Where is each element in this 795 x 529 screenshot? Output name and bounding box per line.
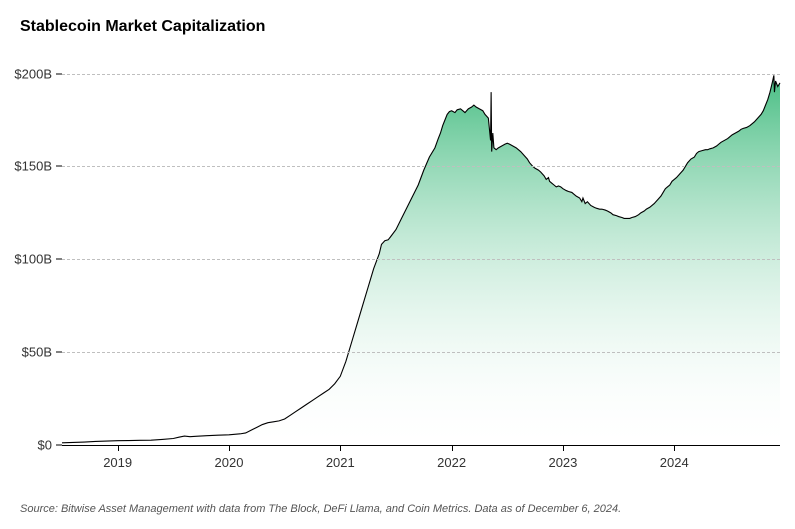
y-axis-label: $200B bbox=[14, 66, 52, 81]
x-tick bbox=[118, 445, 119, 451]
x-tick bbox=[674, 445, 675, 451]
y-tick bbox=[56, 352, 62, 353]
y-axis-label: $150B bbox=[14, 159, 52, 174]
y-gridline bbox=[62, 166, 780, 167]
x-axis-label: 2019 bbox=[103, 455, 132, 470]
y-gridline bbox=[62, 259, 780, 260]
plot-area: $0$50B$100B$150B$200B2019202020212022202… bbox=[62, 55, 780, 445]
y-gridline bbox=[62, 352, 780, 353]
y-tick bbox=[56, 445, 62, 446]
x-axis-label: 2024 bbox=[660, 455, 689, 470]
y-gridline bbox=[62, 74, 780, 75]
area-plot-svg bbox=[62, 55, 780, 445]
y-tick bbox=[56, 73, 62, 74]
x-tick bbox=[229, 445, 230, 451]
x-tick bbox=[452, 445, 453, 451]
x-tick bbox=[563, 445, 564, 451]
source-caption: Source: Bitwise Asset Management with da… bbox=[20, 503, 621, 515]
x-axis-baseline bbox=[62, 445, 780, 446]
y-tick bbox=[56, 259, 62, 260]
y-axis-label: $50B bbox=[22, 345, 52, 360]
x-tick bbox=[340, 445, 341, 451]
x-axis-label: 2021 bbox=[326, 455, 355, 470]
chart-title: Stablecoin Market Capitalization bbox=[20, 18, 265, 36]
y-axis-label: $100B bbox=[14, 252, 52, 267]
y-tick bbox=[56, 166, 62, 167]
chart-container: Stablecoin Market Capitalization $0$50B$… bbox=[0, 0, 795, 529]
x-axis-label: 2020 bbox=[215, 455, 244, 470]
x-axis-label: 2022 bbox=[437, 455, 466, 470]
y-axis-label: $0 bbox=[38, 438, 52, 453]
x-axis-label: 2023 bbox=[548, 455, 577, 470]
